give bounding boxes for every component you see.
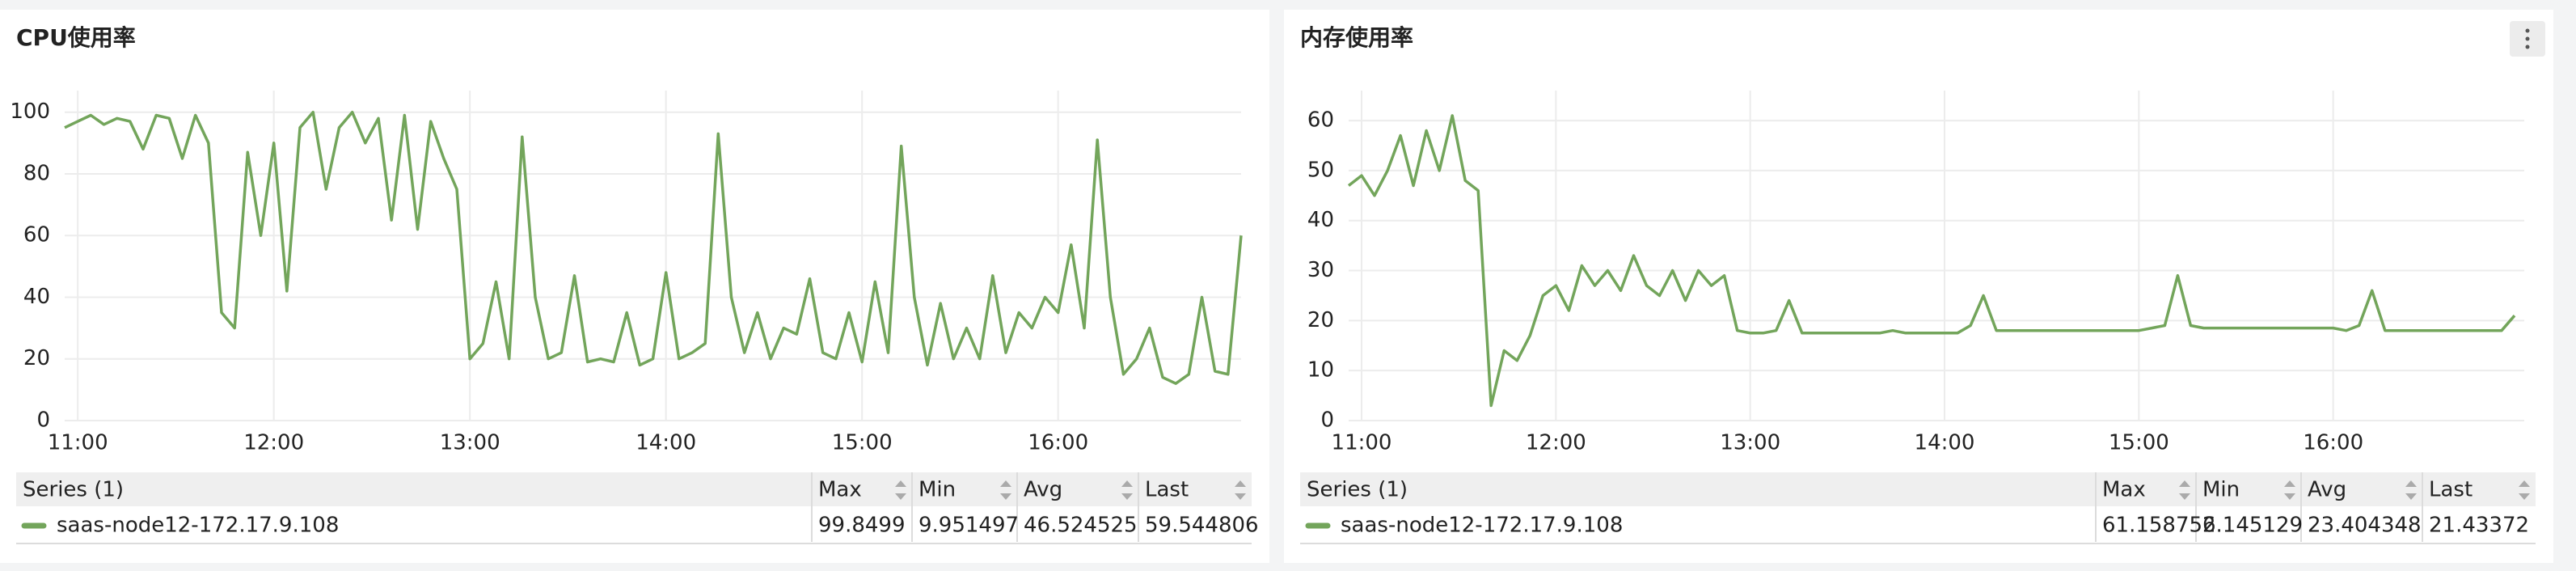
table-header-label: Avg: [1024, 478, 1062, 502]
menu-dot: [2525, 28, 2530, 33]
series-line: [1347, 114, 2516, 408]
x-tick-label: 14:00: [1915, 431, 1975, 455]
panel-title: CPU使用率: [16, 24, 136, 51]
x-tick-label: 11:00: [1332, 431, 1392, 455]
series-line: [64, 110, 1243, 385]
sort-icon[interactable]: [1235, 480, 1246, 500]
stat-value: 46.524525: [1024, 514, 1138, 538]
panel: 内存使用率 0 10 20 30 40 50 60 11:00 12:00 13:00 14:00 15…: [1284, 10, 2553, 563]
x-tick-label: 15:00: [832, 431, 893, 455]
table-header-label: Series (1): [23, 478, 124, 502]
sort-icon[interactable]: [2179, 480, 2190, 500]
stat-value: 9.951497: [918, 514, 1019, 538]
y-tick-label: 80: [23, 161, 50, 185]
y-tick-label: 60: [23, 223, 50, 247]
table-header-label: Min: [918, 478, 956, 502]
y-tick-label: 20: [1307, 308, 1334, 332]
table-header-label: Min: [2202, 478, 2240, 502]
y-tick-label: 30: [1307, 258, 1334, 282]
stat-value: 99.8499: [818, 514, 906, 538]
y-tick-label: 100: [10, 99, 50, 124]
sort-icon[interactable]: [2284, 480, 2295, 500]
sort-icon[interactable]: [1121, 480, 1133, 500]
series-name: saas-node12-172.17.9.108: [1341, 514, 1623, 538]
table-header: [16, 472, 1252, 506]
table-header-label: Avg: [2308, 478, 2346, 502]
stat-value: 21.43372: [2429, 514, 2529, 538]
x-tick-label: 13:00: [1720, 431, 1780, 455]
x-tick-label: 12:00: [243, 431, 304, 455]
stat-value: 59.544806: [1145, 514, 1259, 538]
table-header-label: Series (1): [1307, 478, 1408, 502]
y-tick-label: 20: [23, 346, 50, 370]
x-tick-label: 12:00: [1526, 431, 1586, 455]
table-header-label: Max: [2102, 478, 2146, 502]
panel-background: [1284, 10, 2553, 563]
x-tick-label: 13:00: [440, 431, 500, 455]
stat-value: 2.145129: [2202, 514, 2303, 538]
table-header-label: Max: [818, 478, 862, 502]
table-header-label: Last: [2429, 478, 2473, 502]
table-header-label: Last: [1145, 478, 1189, 502]
table-header: [1300, 472, 2536, 506]
panel-title: 内存使用率: [1300, 24, 1413, 51]
y-tick-label: 0: [36, 408, 50, 433]
y-tick-label: 40: [23, 285, 50, 309]
x-tick-label: 16:00: [1028, 431, 1088, 455]
sort-icon[interactable]: [2519, 480, 2530, 500]
x-tick-label: 16:00: [2303, 431, 2363, 455]
menu-dot: [2525, 36, 2530, 41]
x-tick-label: 14:00: [636, 431, 696, 455]
x-tick-label: 15:00: [2109, 431, 2169, 455]
sort-icon[interactable]: [895, 480, 906, 500]
x-tick-label: 11:00: [48, 431, 108, 455]
sort-icon[interactable]: [1000, 480, 1011, 500]
stat-value: 61.158756: [2102, 514, 2216, 538]
y-tick-label: 50: [1307, 158, 1334, 182]
y-tick-label: 60: [1307, 108, 1334, 133]
y-tick-label: 10: [1307, 358, 1334, 383]
series-name: saas-node12-172.17.9.108: [57, 514, 339, 538]
y-tick-label: 40: [1307, 208, 1334, 232]
sort-icon[interactable]: [2405, 480, 2417, 500]
stat-value: 23.404348: [2308, 514, 2422, 538]
menu-dot: [2525, 44, 2530, 49]
panel: CPU使用率 0 20 40 60 80 100 11:00 12:00 13:00 14:00 15…: [0, 10, 1269, 563]
y-tick-label: 0: [1320, 408, 1334, 433]
